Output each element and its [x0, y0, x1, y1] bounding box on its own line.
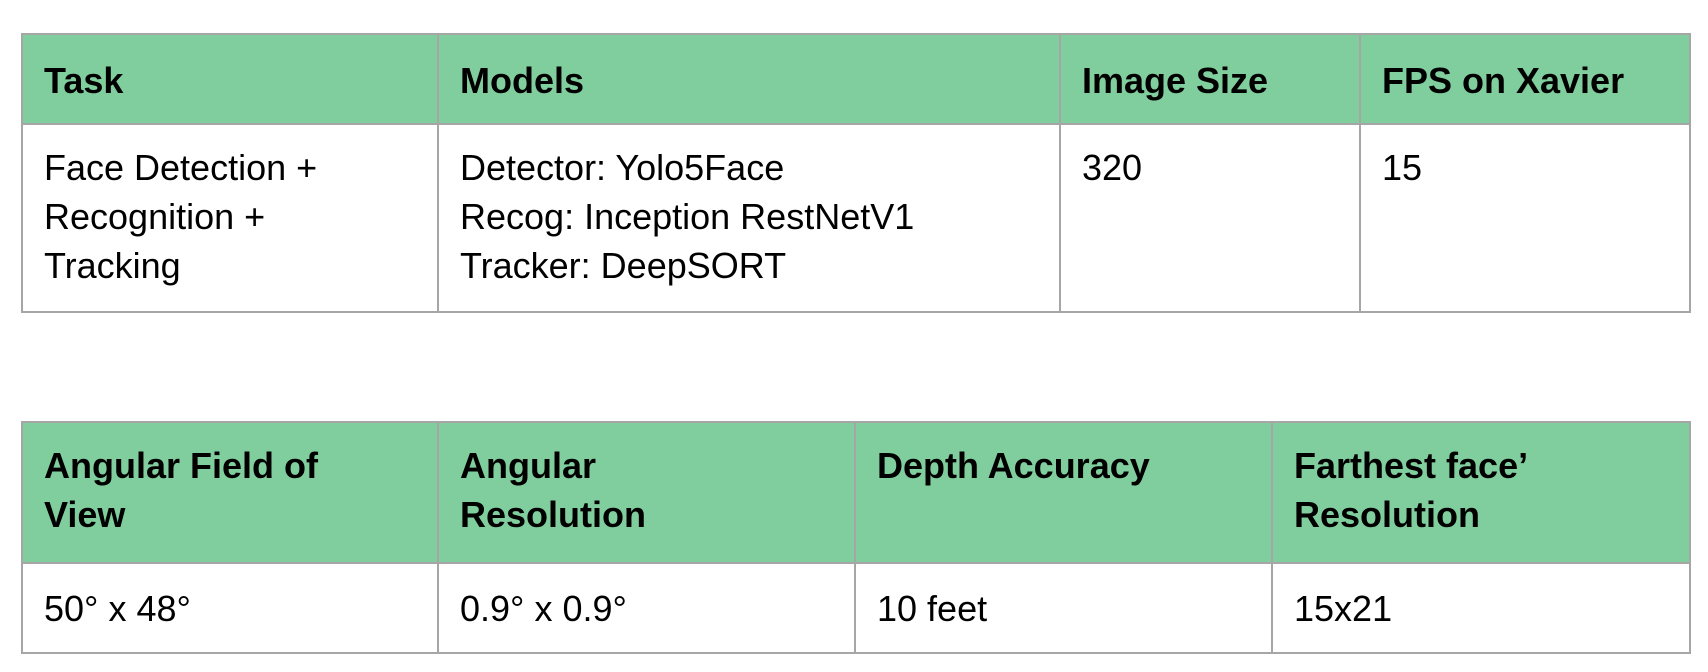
sensor-table: Angular Field of View Angular Resolution…: [21, 421, 1691, 654]
header-farthest-face-resolution: Farthest face’ Resolution: [1271, 421, 1691, 564]
table-row: 50° x 48° 0.9° x 0.9° 10 feet 15x21: [21, 562, 1691, 654]
cell-fps: 15: [1359, 123, 1691, 313]
models-table: Task Models Image Size FPS on Xavier Fac…: [21, 33, 1691, 313]
cell-task: Face Detection + Recognition + Tracking: [21, 123, 439, 313]
cell-depth-accuracy: 10 feet: [854, 562, 1273, 654]
header-image-size: Image Size: [1059, 33, 1361, 125]
header-models: Models: [437, 33, 1061, 125]
header-angular-fov: Angular Field of View: [21, 421, 439, 564]
header-fps: FPS on Xavier: [1359, 33, 1691, 125]
header-depth-accuracy: Depth Accuracy: [854, 421, 1273, 564]
cell-farthest-face-resolution: 15x21: [1271, 562, 1691, 654]
cell-image-size: 320: [1059, 123, 1361, 313]
cell-angular-fov: 50° x 48°: [21, 562, 439, 654]
table-header-row: Task Models Image Size FPS on Xavier: [21, 33, 1691, 125]
cell-angular-resolution: 0.9° x 0.9°: [437, 562, 856, 654]
table-row: Face Detection + Recognition + Tracking …: [21, 123, 1691, 313]
table-header-row: Angular Field of View Angular Resolution…: [21, 421, 1691, 564]
header-task: Task: [21, 33, 439, 125]
cell-models: Detector: Yolo5Face Recog: Inception Res…: [437, 123, 1061, 313]
header-angular-resolution: Angular Resolution: [437, 421, 856, 564]
